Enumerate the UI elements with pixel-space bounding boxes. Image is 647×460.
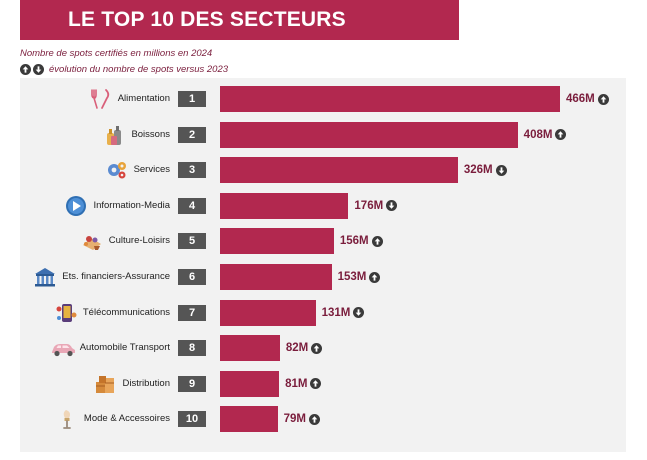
bar <box>220 406 278 433</box>
rank-badge: 6 <box>178 269 206 285</box>
culture-icon <box>79 229 105 253</box>
category-label: Télécommunications <box>82 306 170 318</box>
value-label: 153M <box>338 270 381 284</box>
value-text: 153M <box>337 271 367 283</box>
arrow-up-icon <box>371 235 383 247</box>
rank-badge: 8 <box>178 340 206 357</box>
bar <box>220 335 280 362</box>
legend-label: évolution du nombre de spots versus 2023 <box>49 63 229 75</box>
rank-badge: 3 <box>178 162 206 179</box>
rank-badge: 1 <box>178 91 206 107</box>
value-label: 82M <box>285 341 323 355</box>
rank-badge: 4 <box>178 197 206 214</box>
arrow-down-icon <box>386 200 398 212</box>
chart-subtitle: Nombre de spots certifiés en millions en… <box>20 48 213 59</box>
category-label: Boissons <box>131 128 170 140</box>
category-label: Distribution <box>122 377 170 389</box>
cutlery-icon <box>88 87 114 111</box>
car-icon <box>50 336 76 360</box>
arrow-up-icon <box>369 271 381 283</box>
bar <box>220 264 332 290</box>
arrow-down-icon <box>353 307 365 319</box>
bar <box>220 121 518 148</box>
value-text: 408M <box>523 128 553 141</box>
bar <box>220 299 316 326</box>
rank-badge: 5 <box>178 233 206 250</box>
category-label: Alimentation <box>117 93 170 104</box>
arrow-up-icon <box>555 129 567 141</box>
arrow-down-icon <box>33 63 44 75</box>
category-label: Automobile Transport <box>79 342 170 354</box>
rank-badge: 2 <box>178 126 206 143</box>
play-icon <box>63 194 89 218</box>
rank-badge: 9 <box>178 375 206 392</box>
perfume-icon <box>54 407 80 431</box>
category-label: Services <box>133 164 170 176</box>
gears-icon <box>104 158 130 182</box>
category-label: Culture-Loisirs <box>108 235 170 247</box>
bar <box>220 157 458 184</box>
rank-badge: 10 <box>178 411 206 428</box>
value-label: 176M <box>354 199 398 213</box>
value-text: 79M <box>283 413 306 426</box>
arrow-down-icon <box>495 164 507 176</box>
category-label: Ets. financiers-Assurance <box>62 271 170 282</box>
trend-legend: évolution du nombre de spots versus 2023 <box>20 62 228 76</box>
category-label: Mode & Accessoires <box>83 413 170 425</box>
arrow-up-icon <box>20 63 31 75</box>
value-text: 466M <box>566 93 595 105</box>
bottles-icon <box>101 123 127 147</box>
page-title: LE TOP 10 DES SECTEURS D'ACTIVITÉS <box>20 0 459 71</box>
value-label: 81M <box>285 377 322 391</box>
value-label: 466M <box>566 92 609 106</box>
arrow-up-icon <box>311 342 323 354</box>
rank-badge: 7 <box>178 304 206 321</box>
boxes-icon <box>92 372 118 396</box>
value-text: 131M <box>321 306 351 319</box>
arrow-up-icon <box>309 413 320 425</box>
value-text: 82M <box>285 342 309 355</box>
bar <box>220 370 280 397</box>
bank-icon <box>32 265 58 289</box>
category-label: Information-Media <box>93 199 170 211</box>
value-label: 79M <box>284 412 320 426</box>
arrow-up-icon <box>310 378 322 390</box>
value-label: 156M <box>340 234 383 248</box>
phone-icon <box>53 301 79 325</box>
value-label: 326M <box>464 163 507 177</box>
bar <box>220 228 334 255</box>
value-text: 156M <box>339 235 369 248</box>
value-label: 131M <box>322 306 365 320</box>
bar <box>220 192 349 219</box>
bar <box>220 86 560 112</box>
value-label: 408M <box>524 128 567 142</box>
arrow-up-icon <box>597 93 609 105</box>
value-text: 176M <box>354 199 384 212</box>
value-text: 81M <box>285 377 308 390</box>
value-text: 326M <box>463 164 493 177</box>
chart-panel: Alimentation 1 466M Boissons 2 408M Services 3 3… <box>20 78 626 452</box>
